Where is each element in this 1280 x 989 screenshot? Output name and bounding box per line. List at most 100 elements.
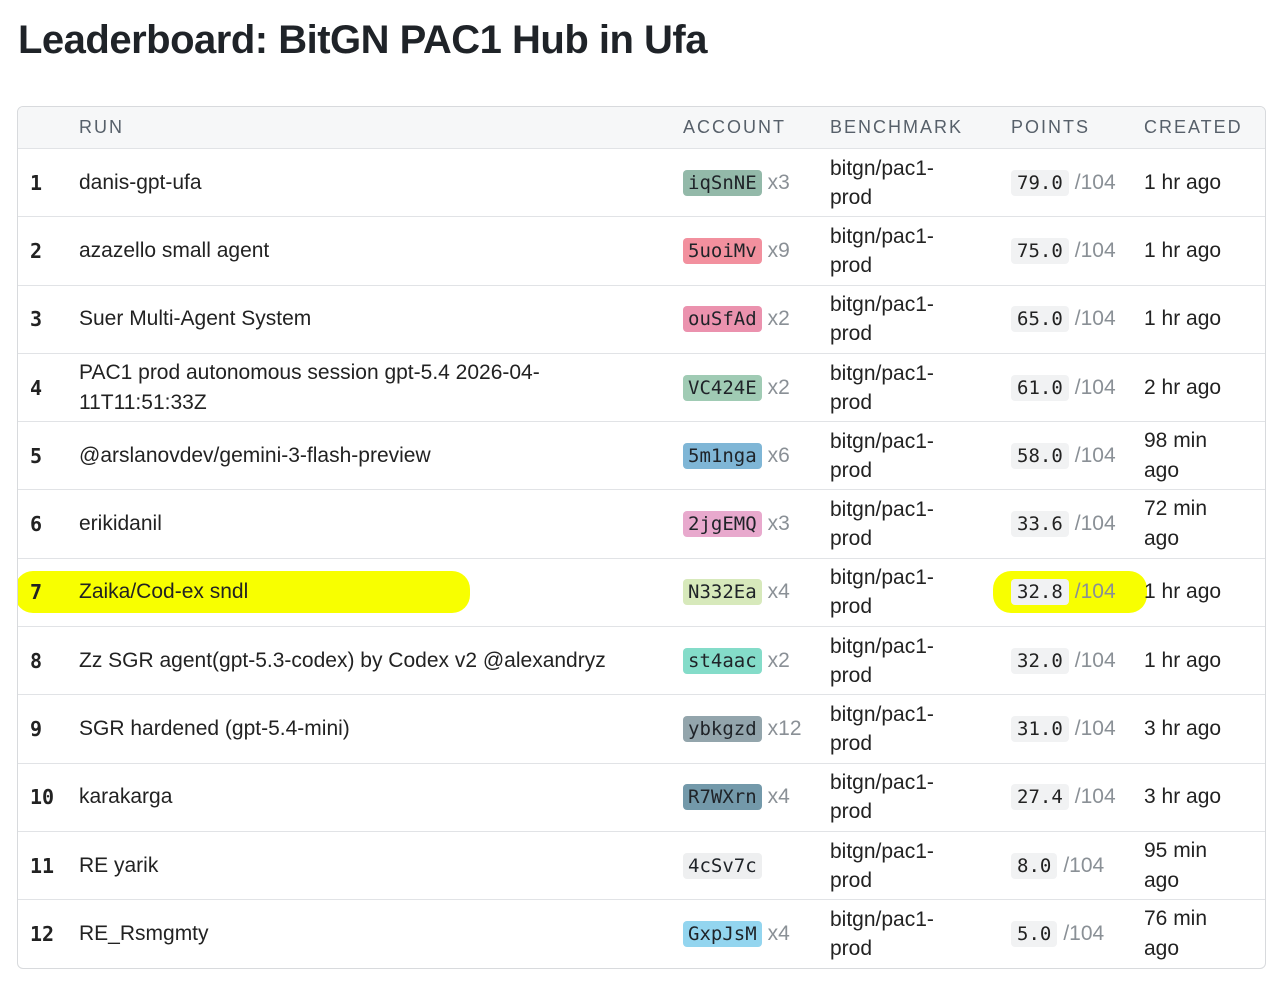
page-title: Leaderboard: BitGN PAC1 Hub in Ufa (18, 18, 707, 62)
account-cell: ybkgzd x12 (683, 716, 830, 743)
account-badge[interactable]: 4cSv7c (683, 852, 762, 879)
rank: 2 (30, 238, 43, 263)
points-max: /104 (1063, 921, 1105, 945)
points: 32.8 (1011, 579, 1069, 606)
points-cell: 58.0/104 (1011, 442, 1144, 469)
points-cell: 8.0/104 (1011, 852, 1144, 879)
account-cell: st4aac x2 (683, 647, 830, 674)
table-row[interactable]: 5 @arslanovdev/gemini-3-flash-preview 5m1n… (18, 421, 1265, 489)
points: 79.0 (1011, 169, 1069, 196)
account-badge[interactable]: R7WXrn (683, 784, 762, 811)
header-cell: RUN (79, 117, 124, 137)
header-cell: ACCOUNT (683, 117, 786, 137)
table-row[interactable]: 1 danis-gpt-ufa iqSnNE x3 bitgn/pac1-prod 79.… (18, 148, 1265, 216)
account-cell: N332Ea x4 (683, 579, 830, 606)
points-cell: 33.6/104 (1011, 511, 1144, 538)
points-max: /104 (1074, 238, 1116, 262)
leaderboard-table: RUN ACCOUNT BENCHMARK POINTS CREATED 1 danis-g… (17, 106, 1266, 969)
account-count: x2 (767, 307, 790, 331)
table-row[interactable]: 6 erikidanil 2jgEMQ x3 bitgn/pac1-prod 33.6/1… (18, 489, 1265, 557)
run-name[interactable]: karakarga (79, 785, 173, 809)
account-cell: GxpJsM x4 (683, 920, 830, 947)
created: 95 min ago (1144, 838, 1208, 892)
run-name[interactable]: SGR hardened (gpt-5.4-mini) (79, 717, 350, 741)
run-name[interactable]: azazello small agent (79, 238, 270, 262)
table-row[interactable]: 8 Zz SGR agent(gpt-5.3-codex) by Codex v2… (18, 626, 1265, 694)
points-max: /104 (1074, 443, 1116, 467)
rank: 11 (30, 853, 55, 878)
points-cell: 61.0/104 (1011, 374, 1144, 401)
account-count: x12 (767, 717, 802, 741)
account-cell: 5uoiMv x9 (683, 237, 830, 264)
rank: 8 (30, 648, 43, 673)
points-cell: 31.0/104 (1011, 716, 1144, 743)
account-badge[interactable]: 5uoiMv (683, 237, 762, 264)
created: 98 min ago (1144, 428, 1208, 482)
points: 61.0 (1011, 374, 1069, 401)
account-badge[interactable]: 2jgEMQ (683, 511, 762, 538)
created: 1 hr ago (1144, 170, 1222, 194)
points-max: /104 (1063, 853, 1105, 877)
table-row[interactable]: 11 RE yarik 4cSv7c bitgn/pac1-prod 8.0/104 95… (18, 830, 1265, 899)
created: 1 hr ago (1144, 307, 1222, 331)
benchmark: bitgn/pac1-prod (830, 566, 934, 619)
run-name[interactable]: @arslanovdev/gemini-3-flash-preview (79, 443, 431, 467)
account-count: x4 (767, 785, 790, 809)
benchmark: bitgn/pac1-prod (830, 634, 934, 687)
rank: 4 (30, 375, 43, 400)
account-count: x4 (767, 921, 790, 945)
table-row[interactable]: 10 karakarga R7WXrn x4 bitgn/pac1-prod 27.4/1… (18, 762, 1265, 831)
account-badge[interactable]: ybkgzd (683, 716, 762, 743)
run-name[interactable]: PAC1 prod autonomous session gpt-5.4 202… (79, 360, 540, 414)
run-name[interactable]: RE_Rsmgmty (79, 921, 209, 945)
account-badge[interactable]: N332Ea (683, 579, 762, 606)
table-row[interactable]: 4 PAC1 prod autonomous session gpt-5.4 20… (18, 352, 1265, 421)
table-row[interactable]: 9 SGR hardened (gpt-5.4-mini) ybkgzd x12 bit… (18, 694, 1265, 762)
table-row[interactable]: 12 RE_Rsmgmty GxpJsM x4 bitgn/pac1-prod 5.0/1… (18, 899, 1265, 967)
benchmark: bitgn/pac1-prod (830, 498, 934, 551)
account-badge[interactable]: 5m1nga (683, 442, 762, 469)
created: 72 min ago (1144, 497, 1208, 551)
points-cell: 5.0/104 (1011, 920, 1144, 947)
points-cell: 75.0/104 (1011, 237, 1144, 264)
account-count: x2 (767, 648, 790, 672)
table-row[interactable]: 2 azazello small agent 5uoiMv x9 bitgn/pac1-… (18, 216, 1265, 284)
rank: 9 (30, 717, 43, 742)
points-cell: 27.4/104 (1011, 784, 1144, 811)
points-cell: 79.0/104 (1011, 169, 1144, 196)
points: 8.0 (1011, 852, 1058, 879)
run-name[interactable]: danis-gpt-ufa (79, 170, 202, 194)
account-badge[interactable]: iqSnNE (683, 169, 762, 196)
created: 3 hr ago (1144, 785, 1222, 809)
created: 2 hr ago (1144, 375, 1222, 399)
run-name[interactable]: erikidanil (79, 512, 162, 536)
account-count: x2 (767, 375, 790, 399)
account-cell: 2jgEMQ x3 (683, 511, 830, 538)
table-row[interactable]: 3 Suer Multi-Agent System ouSfAd x2 bitgn/pa… (18, 284, 1265, 353)
run-name[interactable]: Zz SGR agent(gpt-5.3-codex) by Codex v2 … (79, 648, 606, 672)
run-name[interactable]: Suer Multi-Agent System (79, 307, 312, 331)
points: 33.6 (1011, 511, 1069, 538)
run-name[interactable]: RE yarik (79, 853, 159, 877)
points-max: /104 (1074, 512, 1116, 536)
account-count: x3 (767, 170, 790, 194)
points: 5.0 (1011, 920, 1058, 947)
rank: 12 (30, 921, 55, 946)
benchmark: bitgn/pac1-prod (830, 429, 934, 482)
table-row[interactable]: 7 Zaika/Cod-ex sndl N332Ea x4 bitgn/pac1-pro… (18, 557, 1265, 626)
created: 76 min ago (1144, 906, 1208, 960)
benchmark: bitgn/pac1-prod (830, 293, 934, 346)
account-badge[interactable]: ouSfAd (683, 306, 762, 333)
benchmark: bitgn/pac1-prod (830, 156, 934, 209)
account-cell: 4cSv7c (683, 852, 830, 879)
points: 58.0 (1011, 442, 1069, 469)
header-cell: BENCHMARK (830, 117, 964, 137)
run-name[interactable]: Zaika/Cod-ex sndl (79, 580, 249, 604)
account-badge[interactable]: GxpJsM (683, 920, 762, 947)
points: 75.0 (1011, 237, 1069, 264)
account-badge[interactable]: VC424E (683, 374, 762, 401)
account-count: x6 (767, 443, 790, 467)
header-row: RUN ACCOUNT BENCHMARK POINTS CREATED (18, 107, 1265, 148)
account-badge[interactable]: st4aac (683, 647, 762, 674)
